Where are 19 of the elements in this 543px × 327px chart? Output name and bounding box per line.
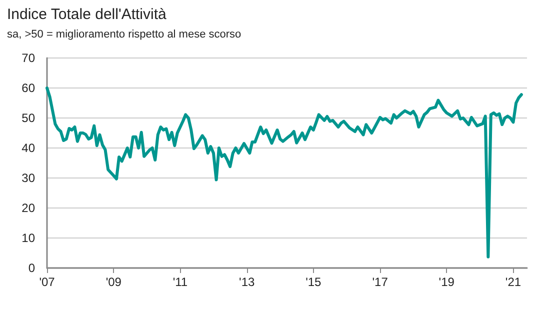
y-tick-label: 70 <box>22 51 36 65</box>
y-tick-label: 10 <box>22 231 36 245</box>
x-tick-label: '11 <box>172 275 188 289</box>
y-tick-label: 30 <box>22 171 36 185</box>
y-tick-label: 60 <box>22 81 36 95</box>
chart-title: Indice Totale dell'Attività <box>7 6 168 23</box>
x-tick-label: '13 <box>239 275 255 289</box>
y-tick-label: 50 <box>22 111 36 125</box>
x-tick-label: '17 <box>372 275 388 289</box>
x-tick-label: '09 <box>106 275 122 289</box>
x-tick-label: '15 <box>306 275 322 289</box>
x-tick-label: '21 <box>505 275 522 289</box>
y-tick-label: 20 <box>22 201 36 215</box>
x-tick-label: '07 <box>39 275 56 289</box>
chart-subtitle: sa, >50 = miglioramento rispetto al mese scorso <box>7 28 242 40</box>
y-tick-label: 40 <box>22 141 36 155</box>
line-series <box>46 86 523 258</box>
x-tick-label: '19 <box>438 275 455 289</box>
y-tick-label: 0 <box>28 261 36 275</box>
